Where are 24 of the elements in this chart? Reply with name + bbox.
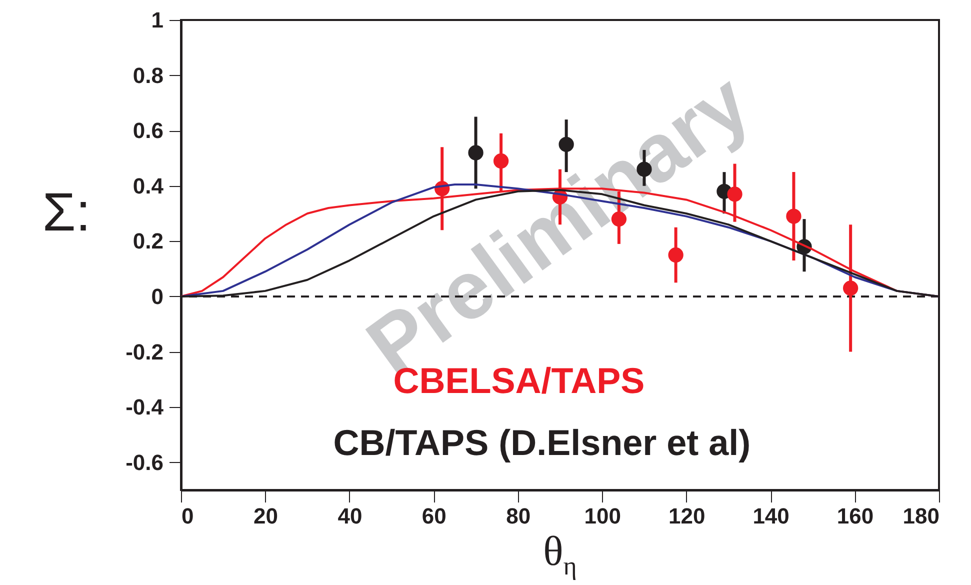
y-tick-label: -0.2 (126, 339, 164, 364)
x-tick-label: 100 (584, 504, 621, 528)
x-tick-label: 120 (668, 504, 706, 528)
y-tick-label: 0 (151, 284, 164, 309)
x-tick-label: 60 (422, 504, 446, 528)
x-tick-label: 80 (506, 504, 531, 528)
x-tick-label: 40 (338, 504, 362, 528)
x-tick-label: 140 (752, 504, 790, 528)
point (842, 280, 858, 296)
point (786, 208, 802, 224)
y-tick-label: -0.4 (126, 394, 164, 420)
x-axis-title: θ$_{η}$ (542, 528, 578, 582)
y-axis-title: Σ: (42, 182, 91, 242)
text: CB/TAPS (D.Elsner et al) (333, 422, 751, 463)
x-tick-label: 160 (836, 504, 874, 528)
x-tick-label: 20 (253, 504, 278, 528)
y-tick-label: 0.4 (132, 173, 164, 198)
y-tick-label: 0.6 (132, 118, 164, 144)
y-tick-label: 0.8 (132, 62, 164, 88)
y-tick-label: 1 (151, 8, 164, 32)
y-tick-label: -0.6 (126, 450, 164, 475)
x-tick-label: 180 (902, 504, 940, 528)
x-tick-label: 0 (182, 504, 194, 528)
y-tick-label: 0.2 (132, 228, 164, 254)
